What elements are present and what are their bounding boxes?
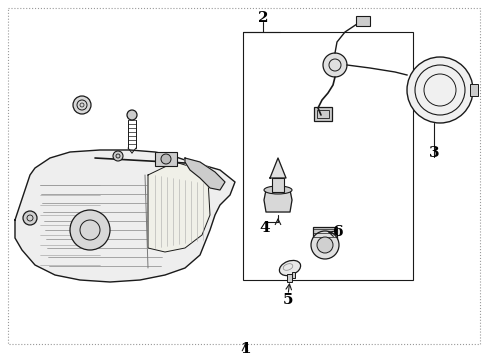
Text: 2: 2	[258, 11, 268, 25]
Circle shape	[73, 96, 91, 114]
Circle shape	[161, 154, 171, 164]
Text: 4: 4	[260, 221, 270, 235]
Polygon shape	[264, 190, 292, 212]
Text: 1: 1	[240, 342, 250, 356]
Circle shape	[407, 57, 473, 123]
Polygon shape	[270, 158, 286, 178]
Text: 5: 5	[283, 293, 293, 307]
Circle shape	[127, 110, 137, 120]
Ellipse shape	[279, 260, 300, 275]
Bar	[317, 110, 329, 118]
Circle shape	[23, 211, 37, 225]
Bar	[314, 107, 332, 121]
Polygon shape	[148, 162, 210, 252]
Circle shape	[317, 237, 333, 253]
Bar	[287, 274, 292, 282]
Polygon shape	[185, 158, 225, 190]
Bar	[356, 16, 370, 26]
Bar	[272, 178, 284, 192]
Bar	[470, 84, 478, 96]
Bar	[292, 272, 295, 278]
Circle shape	[311, 231, 339, 259]
Ellipse shape	[264, 186, 292, 194]
Bar	[155, 152, 177, 166]
Text: 6: 6	[333, 225, 343, 239]
Bar	[243, 32, 413, 280]
Circle shape	[323, 53, 347, 77]
Circle shape	[113, 151, 123, 161]
Text: 3: 3	[429, 146, 440, 160]
Bar	[313, 227, 337, 241]
Polygon shape	[15, 150, 235, 282]
Circle shape	[70, 210, 110, 250]
